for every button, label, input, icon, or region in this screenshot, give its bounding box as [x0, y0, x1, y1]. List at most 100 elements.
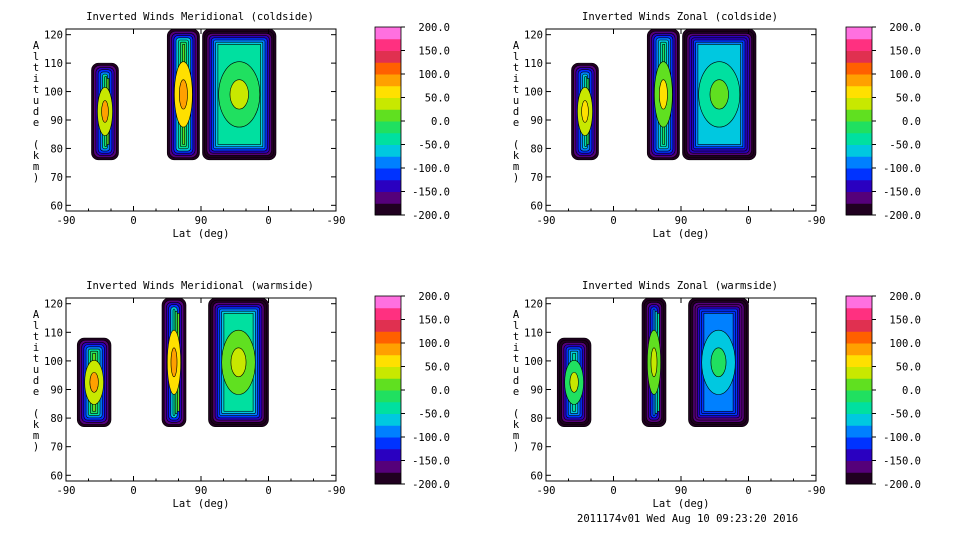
- x-tick-label: -90: [537, 215, 556, 227]
- y-tick-label: 70: [50, 442, 63, 454]
- data-block-2: [166, 29, 200, 161]
- x-tick-label: 0: [610, 485, 616, 497]
- x-tick-label: 0: [745, 215, 751, 227]
- data-block-1: [571, 62, 599, 161]
- colorbar-tick-label: 150.0: [418, 315, 450, 327]
- colorbar-swatch: [846, 343, 872, 356]
- colorbar-tick-label: 50.0: [896, 362, 921, 374]
- colorbar-swatch: [375, 354, 401, 367]
- panel-title: Inverted Winds Zonal (coldside): [582, 11, 778, 23]
- plot-area: [76, 298, 269, 427]
- y-tick-label: 60: [530, 200, 543, 212]
- y-tick-label: 60: [50, 200, 63, 212]
- colorbar-swatch: [375, 156, 401, 169]
- colorbar-swatch: [846, 437, 872, 450]
- x-tick-label: 0: [130, 215, 136, 227]
- x-tick-label: 0: [265, 215, 271, 227]
- data-block-2: [646, 29, 680, 161]
- colorbar-swatch: [846, 27, 872, 40]
- colorbar-swatch: [846, 296, 872, 309]
- colorbar-tick-label: -150.0: [412, 456, 450, 468]
- colorbar-swatch: [846, 401, 872, 414]
- x-tick-label: 0: [130, 485, 136, 497]
- colorbar-swatch: [375, 168, 401, 181]
- x-tick-label: 0: [265, 485, 271, 497]
- colorbar-tick-label: 100.0: [889, 69, 921, 81]
- colorbar-swatch: [375, 331, 401, 344]
- colorbar-tick-label: -50.0: [418, 140, 450, 152]
- colorbar-swatch: [375, 390, 401, 403]
- colorbar-swatch: [846, 121, 872, 134]
- colorbar-swatch: [375, 50, 401, 63]
- colorbar-swatch: [846, 472, 872, 485]
- panel-1: -90 0 90 0 -90 60 70 80 90 100 110 120 Inverted Wind…: [33, 11, 450, 240]
- colorbar-swatch: [375, 307, 401, 320]
- colorbar-swatch: [846, 354, 872, 367]
- colorbar-tick-label: -50.0: [418, 409, 450, 421]
- contour-peak: [710, 347, 727, 378]
- colorbar-tick-label: 200.0: [889, 22, 921, 34]
- panel-title: Inverted Winds Zonal (warmside): [582, 280, 778, 292]
- data-block-2: [641, 298, 667, 427]
- y-tick-label: 110: [44, 327, 63, 339]
- panel-2: -90 0 90 0 -90 60 70 80 90 100 110 120 Inverted Wind…: [513, 11, 921, 240]
- colorbar-tick-label: 0.0: [431, 385, 450, 397]
- y-tick-label: 110: [524, 327, 543, 339]
- colorbar-tick-label: -50.0: [889, 140, 921, 152]
- colorbar-swatch: [375, 401, 401, 414]
- colorbar-swatch: [846, 62, 872, 75]
- colorbar-tick-label: 0.0: [902, 385, 921, 397]
- y-tick-label: 120: [44, 30, 63, 42]
- colorbar-swatch: [846, 156, 872, 169]
- colorbar-swatch: [846, 378, 872, 391]
- colorbar-swatch: [846, 74, 872, 87]
- colorbar-tick-label: 100.0: [889, 338, 921, 350]
- y-tick-label: 90: [50, 115, 63, 127]
- colorbar-swatch: [375, 413, 401, 426]
- y-tick-label: 70: [530, 442, 543, 454]
- y-tick-label: 80: [530, 413, 543, 425]
- colorbar-swatch: [375, 343, 401, 356]
- contour-peak: [179, 79, 188, 110]
- data-block-1: [76, 337, 112, 427]
- colorbar-tick-label: 100.0: [418, 69, 450, 81]
- colorbar-swatch: [375, 366, 401, 379]
- colorbar-swatch: [375, 437, 401, 450]
- colorbar-swatch: [846, 191, 872, 204]
- plot-area: [556, 298, 749, 427]
- x-tick-label: -90: [57, 485, 76, 497]
- colorbar: 200.0 150.0 100.0 50.0 0.0 -50.0 -100.0 -150.0 -…: [374, 22, 450, 222]
- colorbar-tick-label: 50.0: [425, 362, 450, 374]
- timestamp-footer: 2011174v01 Wed Aug 10 09:23:20 2016: [577, 513, 799, 525]
- colorbar-tick-label: -150.0: [412, 187, 450, 199]
- colorbar-tick-label: -50.0: [889, 409, 921, 421]
- colorbar-tick-label: -100.0: [412, 432, 450, 444]
- colorbar: 200.0 150.0 100.0 50.0 0.0 -50.0 -100.0 -150.0 -…: [845, 22, 921, 222]
- colorbar-swatch: [846, 97, 872, 110]
- x-tick-label: -90: [807, 215, 826, 227]
- colorbar-swatch: [375, 132, 401, 145]
- data-block-2: [161, 298, 187, 427]
- colorbar-tick-label: 0.0: [902, 116, 921, 128]
- colorbar-swatch: [375, 296, 401, 309]
- y-tick-label: 70: [530, 172, 543, 184]
- x-tick-label: 90: [675, 215, 688, 227]
- colorbar-swatch: [375, 27, 401, 40]
- contour-peak: [230, 347, 247, 378]
- contour-peak: [170, 347, 178, 378]
- colorbar-tick-label: 150.0: [418, 46, 450, 58]
- colorbar-swatch: [375, 203, 401, 216]
- colorbar-tick-label: -100.0: [883, 432, 921, 444]
- colorbar-swatch: [375, 85, 401, 98]
- plot-area: [571, 29, 757, 161]
- x-tick-label: -90: [537, 485, 556, 497]
- y-tick-label: 100: [44, 87, 63, 99]
- y-tick-label: 70: [50, 172, 63, 184]
- contour-peak: [569, 372, 579, 393]
- y-tick-label: 80: [530, 143, 543, 155]
- contour-peak: [101, 100, 109, 123]
- colorbar-swatch: [846, 179, 872, 192]
- colorbar-swatch: [846, 331, 872, 344]
- colorbar-swatch: [375, 472, 401, 485]
- data-block-3: [688, 298, 749, 427]
